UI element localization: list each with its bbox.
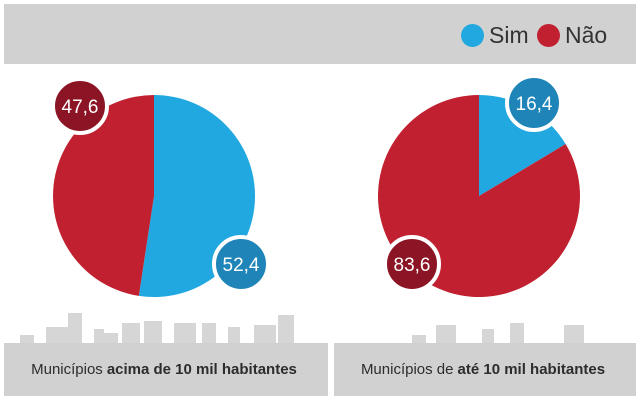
caption-ate-pre: Municípios de — [360, 361, 454, 378]
data-label: 47,6 — [62, 97, 99, 118]
legend-item-nao: Não — [537, 21, 608, 48]
skyline-building — [68, 313, 82, 343]
skyline-building — [174, 323, 196, 343]
legend-label-nao: Não — [565, 21, 608, 48]
legend-bar: Sim Não — [4, 4, 636, 64]
data-label: 83,6 — [394, 255, 431, 276]
data-label: 16,4 — [516, 94, 553, 115]
value-badge — [383, 235, 441, 293]
skyline-building — [202, 323, 216, 343]
skyline-building — [144, 321, 162, 343]
skyline-right — [412, 323, 584, 343]
legend-item-sim: Sim — [461, 21, 529, 48]
data-label: 52,4 — [223, 255, 260, 276]
value-badge — [505, 74, 563, 132]
pie-chart-ate: 16,4 83,6 — [378, 74, 581, 297]
legend-swatch-nao — [537, 23, 560, 47]
value-badge — [212, 235, 270, 293]
skyline-building — [412, 335, 426, 343]
skyline-building — [510, 323, 524, 343]
caption-acima-pre: Municípios — [31, 361, 103, 378]
skyline-building — [564, 325, 584, 343]
skyline-building — [20, 335, 34, 343]
skyline-building — [122, 323, 140, 343]
skyline-building — [254, 325, 276, 343]
skyline-building — [436, 325, 456, 343]
caption-acima-bold: acima de 10 mil habitantes — [106, 361, 297, 378]
pie-slice-nao — [53, 95, 154, 296]
pie-chart-acima: 52,4 47,6 — [51, 77, 270, 297]
caption-ate-bold: até 10 mil habitantes — [457, 361, 606, 378]
skyline-left — [20, 313, 294, 343]
skyline-building — [94, 329, 104, 343]
skyline-building — [46, 327, 68, 343]
legend-label-sim: Sim — [489, 21, 529, 48]
skyline-building — [228, 327, 240, 343]
legend-swatch-sim — [461, 23, 484, 47]
skyline-building — [482, 329, 494, 343]
skyline-building — [278, 315, 294, 343]
caption-acima: Municípios acima de 10 mil habitantes — [4, 343, 328, 396]
skyline-building — [104, 333, 118, 343]
caption-ate: Municípios de até 10 mil habitantes — [334, 343, 636, 396]
value-badge — [51, 77, 109, 135]
